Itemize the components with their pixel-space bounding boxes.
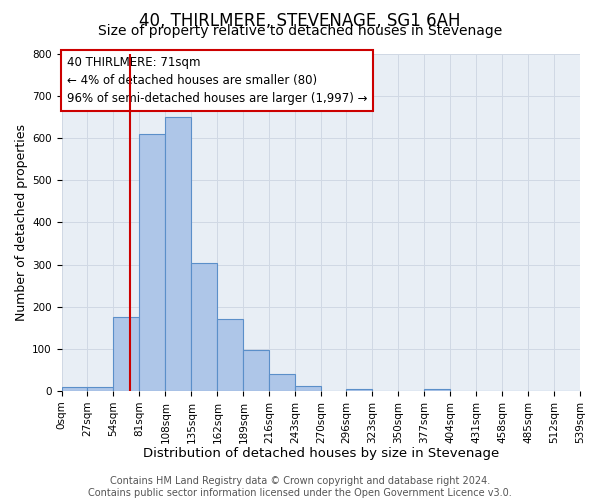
Bar [62, 387, 88, 391]
Bar [269, 374, 295, 391]
Text: Size of property relative to detached houses in Stevenage: Size of property relative to detached ho… [98, 24, 502, 38]
Bar [424, 389, 450, 391]
Bar [88, 387, 113, 391]
Bar [139, 134, 166, 391]
Bar [166, 117, 191, 391]
Bar [346, 389, 372, 391]
Bar [295, 386, 321, 391]
Text: Contains HM Land Registry data © Crown copyright and database right 2024.
Contai: Contains HM Land Registry data © Crown c… [88, 476, 512, 498]
Bar [217, 320, 244, 391]
Bar [244, 350, 269, 391]
Bar [191, 262, 217, 391]
Text: 40, THIRLMERE, STEVENAGE, SG1 6AH: 40, THIRLMERE, STEVENAGE, SG1 6AH [139, 12, 461, 30]
Y-axis label: Number of detached properties: Number of detached properties [15, 124, 28, 321]
X-axis label: Distribution of detached houses by size in Stevenage: Distribution of detached houses by size … [143, 447, 499, 460]
Text: 40 THIRLMERE: 71sqm
← 4% of detached houses are smaller (80)
96% of semi-detache: 40 THIRLMERE: 71sqm ← 4% of detached hou… [67, 56, 367, 104]
Bar [113, 318, 139, 391]
